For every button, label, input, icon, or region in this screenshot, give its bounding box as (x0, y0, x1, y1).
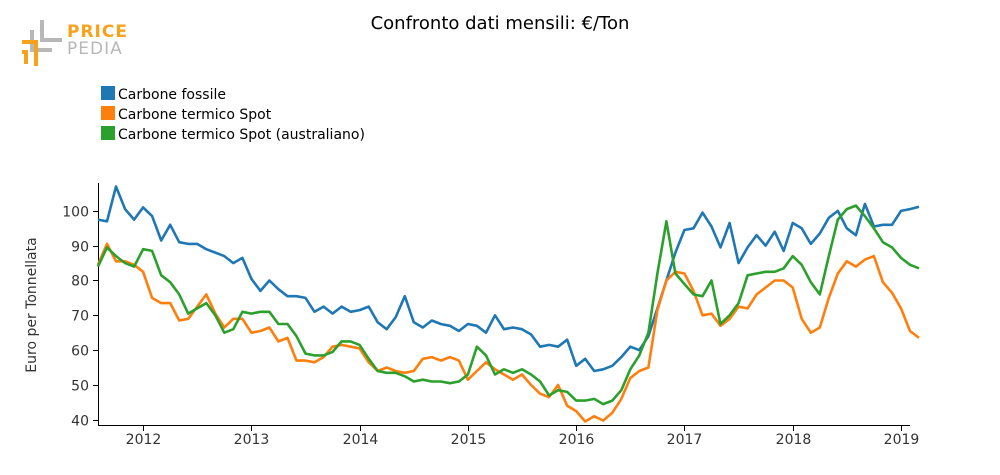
x-tick-label: 2013 (234, 432, 270, 448)
y-axis: 40 50 60 70 80 90 100 (62, 205, 98, 430)
x-tick-label: 2015 (451, 432, 487, 448)
y-tick-label: 40 (71, 414, 89, 430)
y-axis-label: Euro per Tonnellata (24, 237, 40, 372)
pricepedia-logo: PRICE PEDIA (22, 20, 128, 66)
plot-area (96, 185, 920, 423)
x-tick-label: 2019 (884, 432, 920, 448)
legend-label: Carbone termico Spot (118, 107, 272, 123)
y-tick-label: 60 (71, 344, 89, 360)
legend-label: Carbone fossile (118, 87, 226, 103)
logo-text-price: PRICE (67, 22, 128, 42)
chart-title: Confronto dati mensili: €/Ton (371, 13, 630, 34)
legend-swatch (101, 106, 115, 120)
series-line-1 (97, 185, 920, 373)
x-tick-label: 2018 (776, 432, 812, 448)
logo-mark-icon (22, 20, 62, 66)
legend-swatch (101, 126, 115, 140)
y-tick-label: 90 (71, 240, 89, 256)
legend: Carbone fossile Carbone termico Spot Carbo… (101, 86, 365, 143)
x-tick-label: 2014 (343, 432, 379, 448)
x-tick-label: 2016 (559, 432, 595, 448)
y-tick-label: 70 (71, 309, 89, 325)
x-axis: 2012 2013 2014 2015 2016 2017 2018 2019 (126, 425, 920, 448)
series-line-2 (96, 242, 920, 423)
x-tick-label: 2012 (126, 432, 162, 448)
logo-text-pedia: PEDIA (67, 39, 123, 59)
y-tick-label: 80 (71, 274, 89, 290)
series-line-3 (96, 204, 920, 406)
legend-label: Carbone termico Spot (australiano) (118, 127, 365, 143)
y-tick-label: 100 (62, 205, 89, 221)
y-tick-label: 50 (71, 379, 89, 395)
x-tick-label: 2017 (667, 432, 703, 448)
legend-swatch (101, 86, 115, 100)
